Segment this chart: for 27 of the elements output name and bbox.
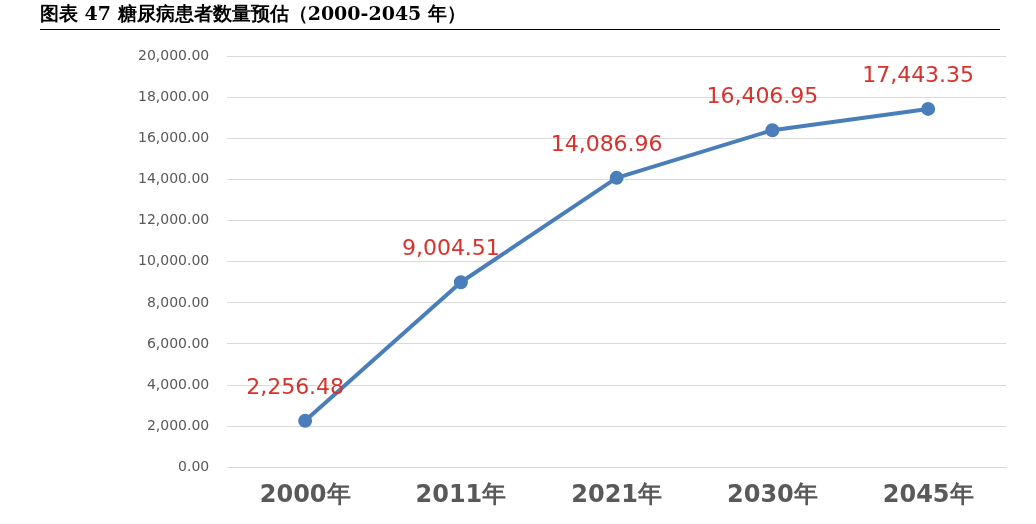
y-tick-label: 14,000.00 xyxy=(137,170,210,187)
y-tick-label: 20,000.00 xyxy=(137,47,210,64)
point xyxy=(298,413,313,428)
point xyxy=(453,275,468,290)
y-tick-label: 0.00 xyxy=(178,457,210,474)
chart-title: 图表 47 糖尿病患者数量预估（2000-2045 年） xyxy=(40,0,1000,30)
y-tick-label: 6,000.00 xyxy=(146,334,210,351)
x-tick-label: 2045年 xyxy=(882,479,974,508)
x-tick-label: 2000年 xyxy=(259,479,351,508)
data-label: 17,443.35 xyxy=(862,61,975,87)
y-tick-label: 16,000.00 xyxy=(137,129,210,146)
point xyxy=(921,101,936,116)
point xyxy=(765,123,780,138)
data-label: 2,256.48 xyxy=(246,373,345,399)
data-label: 16,406.95 xyxy=(706,82,819,108)
y-tick-label: 18,000.00 xyxy=(137,88,210,105)
y-tick-label: 4,000.00 xyxy=(146,375,210,392)
point xyxy=(609,170,624,185)
x-tick-label: 2030年 xyxy=(726,479,818,508)
x-tick-label: 2011年 xyxy=(415,479,507,508)
y-tick-label: 2,000.00 xyxy=(146,416,210,433)
y-tick-label: 10,000.00 xyxy=(137,252,210,269)
data-label: 14,086.96 xyxy=(550,130,663,156)
y-tick-label: 12,000.00 xyxy=(137,211,210,228)
y-tick-label: 8,000.00 xyxy=(146,293,210,310)
data-label: 9,004.51 xyxy=(401,234,500,260)
x-tick-label: 2021年 xyxy=(571,479,663,508)
